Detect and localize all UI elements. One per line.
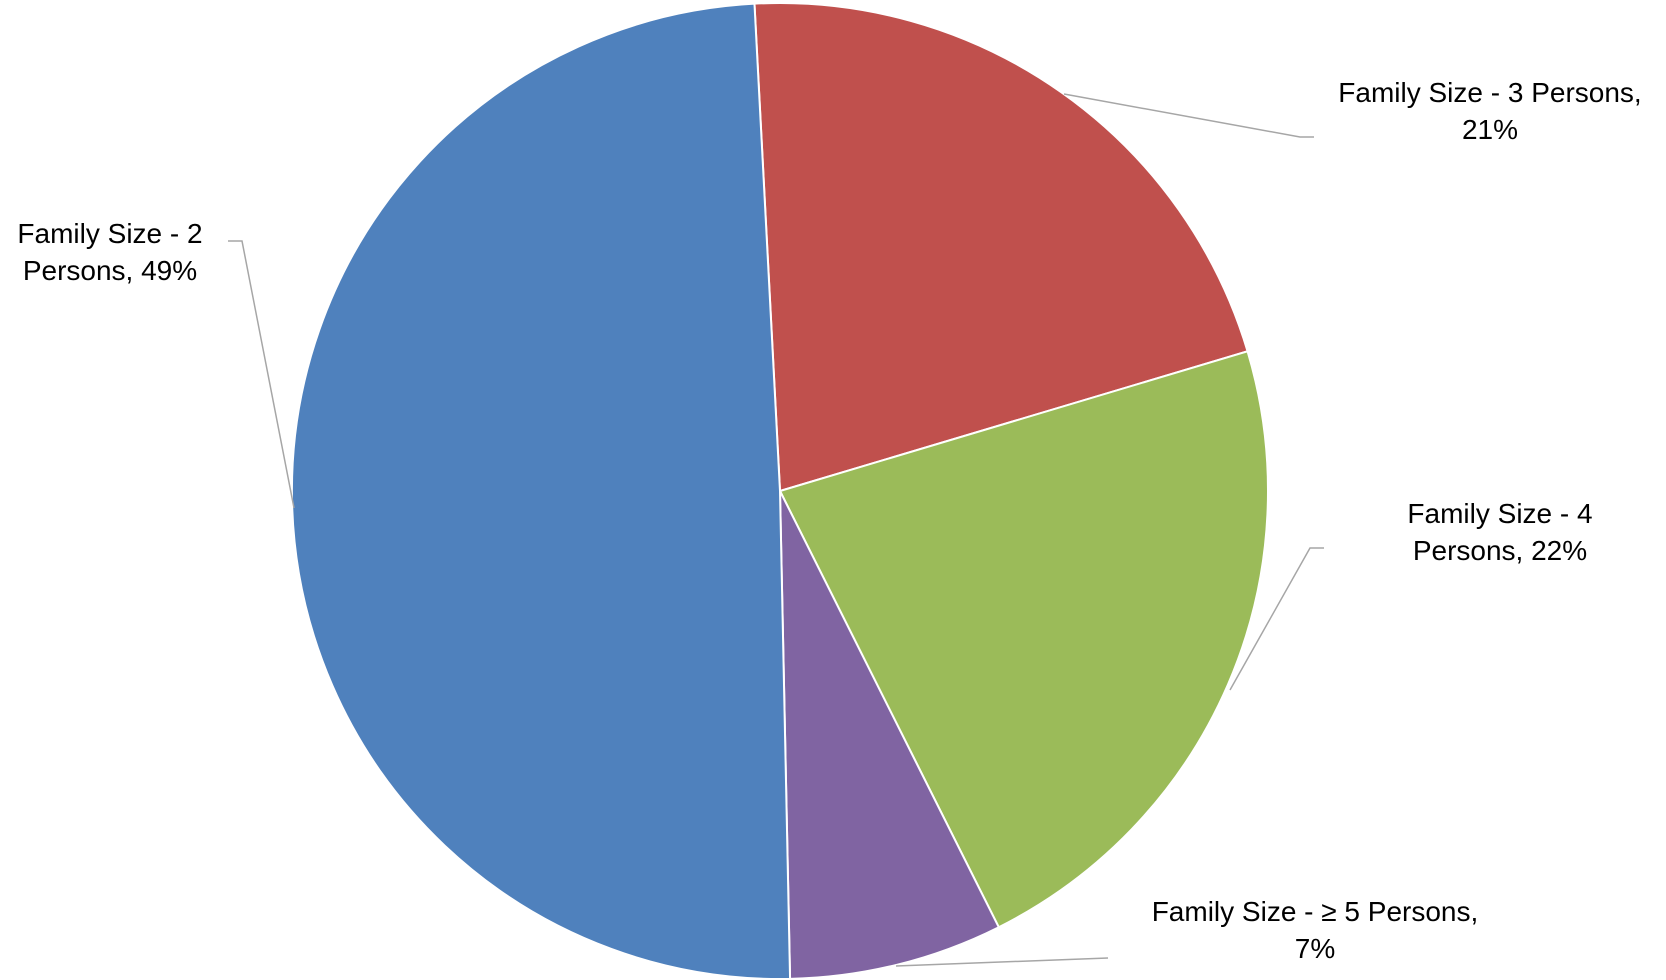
data-label-2-persons-line-1: Family Size - 2 (17, 218, 202, 249)
data-label-3-persons-line-1: Family Size - 3 Persons, (1338, 77, 1641, 108)
leader-line-3-persons (1063, 93, 1314, 138)
slice-3-persons (753, 2, 1249, 493)
data-label-3-persons-line-2: 21% (1462, 114, 1518, 145)
data-label-3-persons: Family Size - 3 Persons, 21% (1338, 77, 1641, 145)
data-label-5-plus-persons: Family Size - ≥ 5 Persons, 7% (1152, 896, 1479, 964)
data-label-5-plus-persons-line-2: 7% (1295, 933, 1335, 964)
data-label-4-persons: Family Size - 4 Persons, 22% (1407, 498, 1592, 566)
leader-line-5-plus-persons (895, 957, 1109, 967)
data-label-2-persons: Family Size - 2 Persons, 49% (17, 218, 202, 286)
pie-slices (290, 2, 1269, 980)
data-label-4-persons-line-1: Family Size - 4 (1407, 498, 1592, 529)
slice-2-persons (290, 2, 792, 980)
data-label-2-persons-line-2: Persons, 49% (23, 255, 197, 286)
slice-4-persons (778, 350, 1269, 929)
leader-lines (228, 93, 1324, 967)
leader-line-4-persons (1229, 547, 1324, 691)
leader-line-2-persons (228, 240, 295, 509)
slice-5-plus-persons (779, 490, 1001, 980)
data-label-4-persons-line-2: Persons, 22% (1413, 535, 1587, 566)
data-label-5-plus-persons-line-1: Family Size - ≥ 5 Persons, (1152, 896, 1479, 927)
